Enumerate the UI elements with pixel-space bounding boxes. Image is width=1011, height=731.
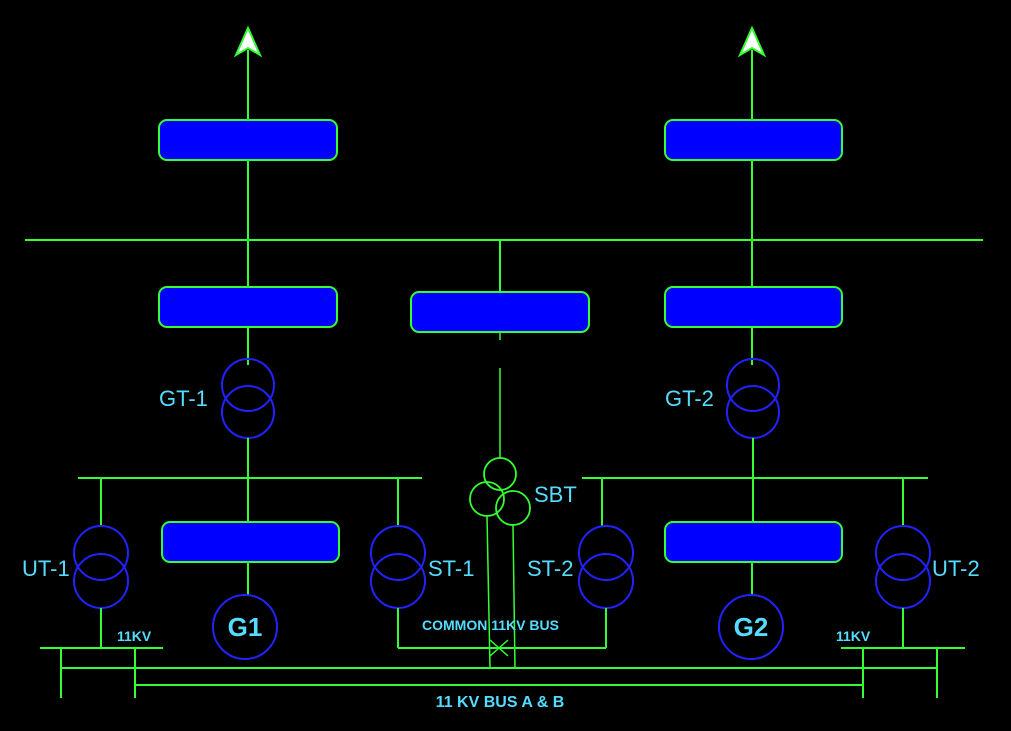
breaker-g2	[664, 521, 843, 563]
sbt-transformer-icon	[469, 457, 531, 526]
arrow-up-left-icon	[233, 25, 263, 58]
gt2-transformer-icon	[726, 358, 780, 439]
label-st2: ST-2	[527, 556, 573, 581]
label-g2: G2	[734, 612, 769, 642]
breaker-center	[410, 291, 590, 333]
ut2-transformer-icon	[875, 525, 931, 609]
arrow-up-right-icon	[737, 25, 767, 58]
gt1-transformer-icon	[221, 358, 275, 439]
st1-transformer-icon	[370, 525, 426, 609]
bus-tie-cross-icon	[489, 639, 509, 657]
breaker-g1	[161, 521, 340, 563]
generator-g1-icon	[212, 594, 278, 660]
label-kv-right: 11KV	[836, 628, 871, 644]
breaker-left-top	[158, 119, 338, 161]
label-ut2: UT-2	[932, 556, 980, 581]
label-g1: G1	[228, 612, 263, 642]
breaker-left-mid	[158, 286, 338, 328]
label-common-bus: COMMON 11KV BUS	[422, 617, 559, 633]
label-gt1: GT-1	[159, 386, 208, 411]
st2-transformer-icon	[578, 525, 634, 609]
breaker-right-mid	[664, 286, 843, 328]
label-sbt: SBT	[534, 482, 577, 507]
label-gt2: GT-2	[665, 386, 714, 411]
ut1-transformer-icon	[73, 525, 129, 609]
label-ut1: UT-1	[22, 556, 70, 581]
generator-g2-icon	[718, 594, 784, 660]
breaker-right-top	[664, 119, 843, 161]
label-bus-ab: 11 KV BUS A & B	[436, 694, 565, 711]
label-kv-left: 11KV	[117, 628, 152, 644]
label-st1: ST-1	[428, 556, 474, 581]
